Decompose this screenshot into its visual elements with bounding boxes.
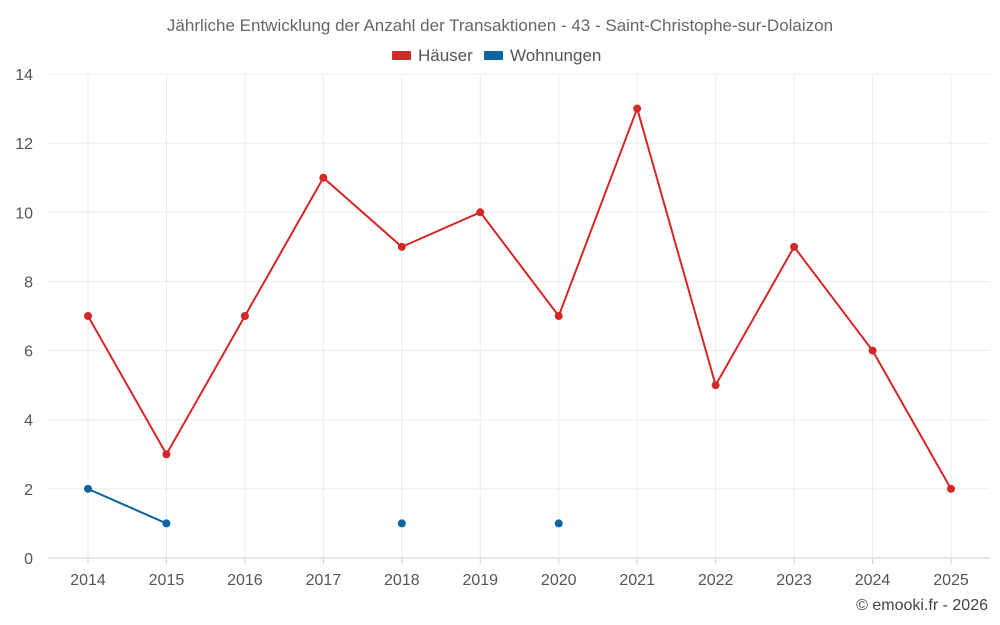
x-tick-label: 2024 xyxy=(855,572,891,589)
y-tick-label: 0 xyxy=(24,551,33,568)
y-tick-label: 6 xyxy=(24,344,33,361)
y-tick-label: 8 xyxy=(24,274,33,291)
x-tick-label: 2014 xyxy=(70,572,106,589)
y-tick-label: 14 xyxy=(15,67,33,84)
chart-title: Jährliche Entwicklung der Anzahl der Tra… xyxy=(167,16,833,35)
data-point-haeuser-2022[interactable] xyxy=(711,381,720,390)
series-line-wohnungen xyxy=(87,487,167,525)
legend-label-wohnungen: Wohnungen xyxy=(510,46,601,65)
legend-label-haeuser: Häuser xyxy=(418,46,473,65)
legend-item-wohnungen[interactable]: Wohnungen xyxy=(484,46,601,65)
y-tick-label: 10 xyxy=(15,205,33,222)
data-point-haeuser-2021[interactable] xyxy=(633,104,642,113)
y-tick-label: 4 xyxy=(24,413,33,430)
credit-text: © emooki.fr - 2026 xyxy=(856,597,988,614)
legend-item-haeuser[interactable]: Häuser xyxy=(392,46,473,65)
legend-swatch-haeuser xyxy=(392,51,411,60)
data-point-haeuser-2023[interactable] xyxy=(790,242,799,251)
x-tick-label: 2017 xyxy=(306,572,342,589)
x-tick-label: 2016 xyxy=(227,572,263,589)
data-point-haeuser-2015[interactable] xyxy=(162,450,171,459)
y-tick-label: 12 xyxy=(15,136,33,153)
y-tick-label: 2 xyxy=(24,482,33,499)
data-point-haeuser-2020[interactable] xyxy=(554,312,563,320)
legend: Häuser Wohnungen xyxy=(392,46,601,65)
data-point-haeuser-2016[interactable] xyxy=(240,312,249,320)
series-lines xyxy=(87,107,952,525)
x-tick-label: 2015 xyxy=(149,572,185,589)
x-tick-label: 2018 xyxy=(384,572,420,589)
data-point-wohnungen-2018[interactable] xyxy=(397,519,406,528)
data-point-haeuser-2014[interactable] xyxy=(84,312,92,320)
x-tick-label: 2023 xyxy=(776,572,812,589)
data-point-haeuser-2024[interactable] xyxy=(868,346,877,355)
y-axis-ticks: 0 2 4 6 8 10 12 14 xyxy=(15,67,33,568)
data-points xyxy=(84,104,955,528)
x-tick-label: 2025 xyxy=(933,572,969,589)
data-point-wohnungen-2020[interactable] xyxy=(554,519,563,528)
series-line-haeuser xyxy=(87,107,952,490)
data-point-haeuser-2025[interactable] xyxy=(947,484,955,493)
x-tick-label: 2020 xyxy=(541,572,577,589)
data-point-wohnungen-2014[interactable] xyxy=(84,484,92,493)
x-tick-label: 2022 xyxy=(698,572,734,589)
x-axis-ticks: 2014 2015 2016 2017 2018 2019 2020 2021 2022 2023… xyxy=(70,572,969,589)
legend-swatch-wohnungen xyxy=(484,51,503,60)
data-point-haeuser-2017[interactable] xyxy=(319,173,328,182)
x-tick-label: 2021 xyxy=(619,572,655,589)
data-point-wohnungen-2015[interactable] xyxy=(162,519,171,528)
data-point-haeuser-2019[interactable] xyxy=(476,208,485,217)
x-tick-label: 2019 xyxy=(462,572,498,589)
data-point-haeuser-2018[interactable] xyxy=(397,242,406,251)
